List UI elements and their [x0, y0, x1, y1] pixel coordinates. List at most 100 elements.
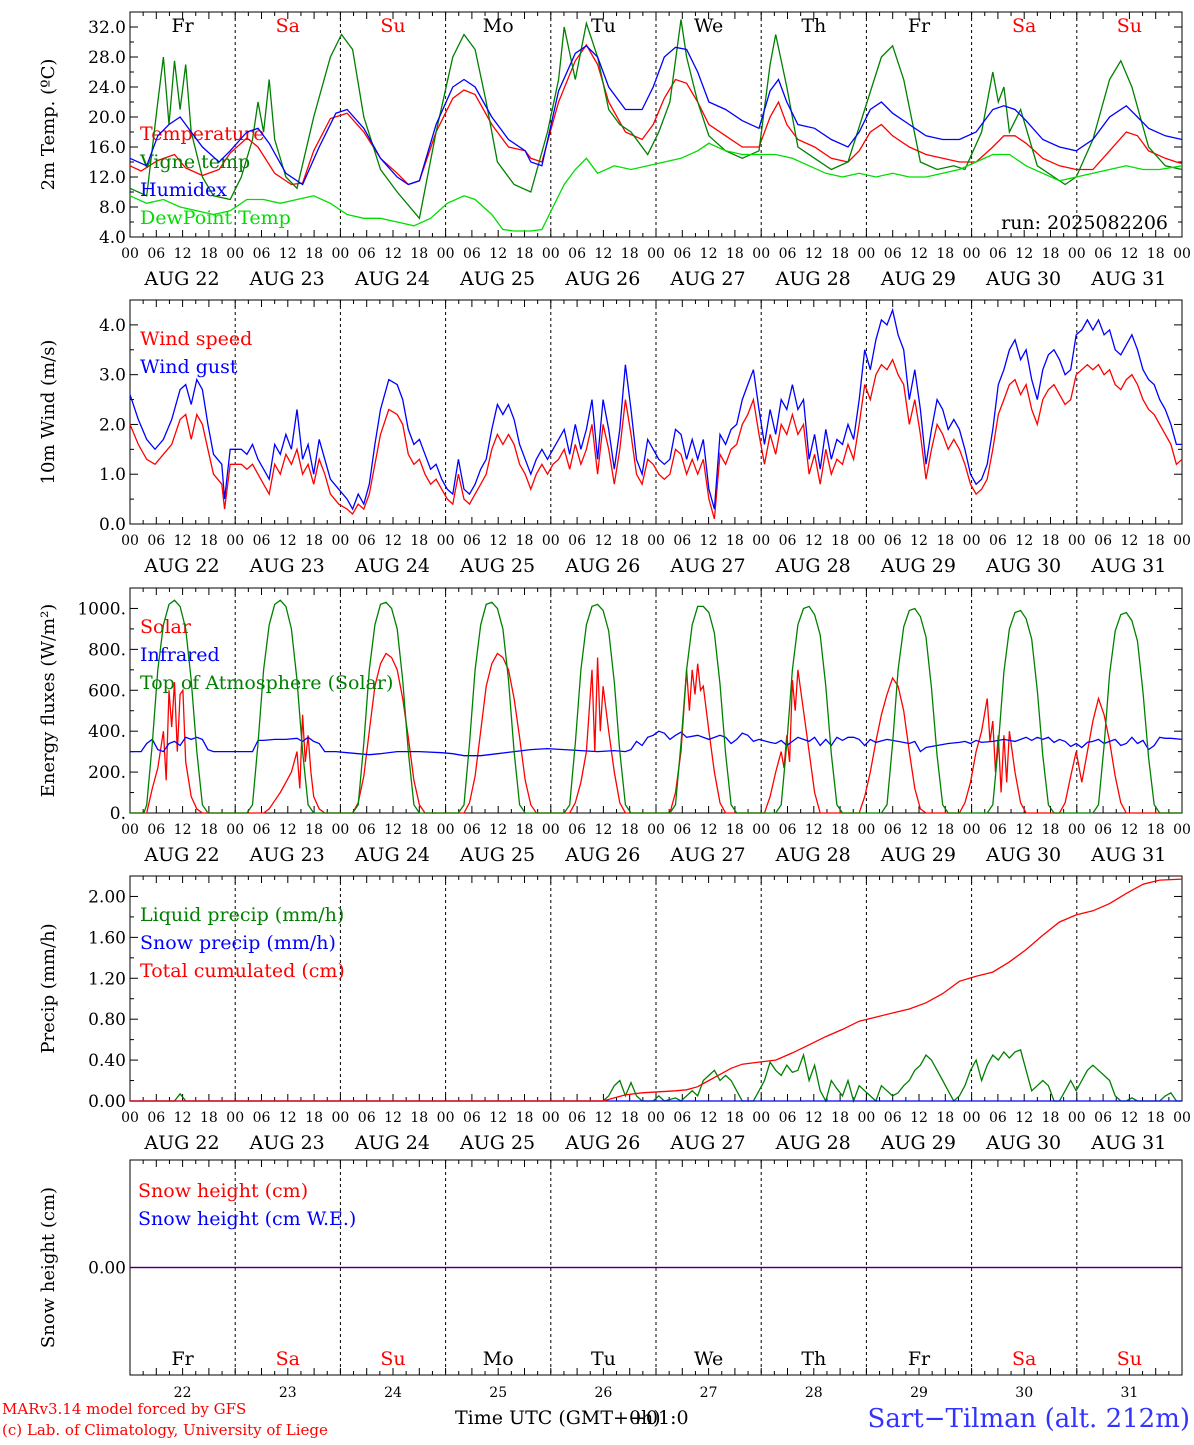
precip-hour-label: 00: [542, 1110, 560, 1126]
energy-hour-label: 12: [384, 822, 402, 838]
precip-date-label: AUG 24: [354, 1132, 430, 1154]
temp-y-tick-label: 24.0: [88, 78, 126, 98]
energy-hour-label: 18: [1042, 822, 1060, 838]
energy-hour-label: 06: [147, 822, 165, 838]
energy-y-tick-label: 0.: [110, 804, 126, 824]
wind-date-label: AUG 28: [775, 555, 851, 577]
precip-hour-label: 06: [358, 1110, 376, 1126]
precip-hour-label: 06: [884, 1110, 902, 1126]
precip-hour-label: 00: [226, 1110, 244, 1126]
energy-y-tick-label: 1000.: [77, 599, 126, 619]
temp-date-label: AUG 25: [459, 268, 535, 290]
energy-hour-label: 12: [1015, 822, 1033, 838]
energy-hour-label: 12: [910, 822, 928, 838]
wind-hour-label: 12: [384, 533, 402, 549]
weekday-label-bottom: Su: [1117, 1348, 1142, 1370]
day-number-label: 24: [384, 1385, 402, 1401]
energy-hour-label: 18: [936, 822, 954, 838]
wind-hour-label: 06: [253, 533, 271, 549]
temp-date-label: AUG 30: [985, 268, 1061, 290]
precip-date-label: AUG 26: [564, 1132, 640, 1154]
day-number-label: 25: [489, 1385, 507, 1401]
energy-date-label: AUG 25: [459, 844, 535, 866]
energy-hour-label: 18: [621, 822, 639, 838]
weekday-label-top: Fr: [171, 15, 194, 37]
wind-y-tick-label: 2.0: [99, 415, 126, 435]
temp-hour-label: 12: [1015, 246, 1033, 262]
energy-date-label: AUG 29: [880, 844, 956, 866]
weekday-label-bottom: Mo: [483, 1348, 514, 1370]
wind-hour-label: 18: [516, 533, 534, 549]
temp-y-tick-label: 4.0: [99, 228, 126, 248]
temp-hour-label: 00: [1068, 246, 1086, 262]
wind-date-label: AUG 23: [249, 555, 325, 577]
temp-hour-label: 06: [568, 246, 586, 262]
weekday-label-bottom: Sa: [276, 1348, 300, 1370]
energy-hour-label: 18: [1147, 822, 1165, 838]
footer-model: MARv3.14 model forced by GFS: [2, 1400, 246, 1418]
precip-date-label: AUG 23: [249, 1132, 325, 1154]
wind-legend-entry: Wind speed: [140, 328, 252, 350]
weekday-label-top: Th: [801, 15, 826, 37]
wind-hour-label: 18: [621, 533, 639, 549]
precip-hour-label: 06: [673, 1110, 691, 1126]
weekday-label-top: Su: [380, 15, 405, 37]
snow-legend-entry: Snow height (cm W.E.): [138, 1208, 356, 1230]
wind-hour-label: 12: [700, 533, 718, 549]
precip-hour-label: 00: [331, 1110, 349, 1126]
temp-y-tick-label: 28.0: [88, 48, 126, 68]
x-axis-label: Time UTC (GMT+0h): [455, 1407, 661, 1429]
energy-hour-label: 12: [489, 822, 507, 838]
temp-y-tick-label: 16.0: [88, 138, 126, 158]
energy-hour-label: 06: [358, 822, 376, 838]
temp-hour-label: 12: [1120, 246, 1138, 262]
precip-hour-label: 18: [200, 1110, 218, 1126]
energy-hour-label: 00: [752, 822, 770, 838]
energy-hour-label: 18: [516, 822, 534, 838]
temp-legend-entry: DewPoint Temp: [140, 207, 291, 229]
precip-legend-entry: Snow precip (mm/h): [140, 932, 336, 954]
wind-hour-label: 00: [857, 533, 875, 549]
temp-legend-entry: Humidex: [140, 179, 227, 201]
temp-date-label: AUG 29: [880, 268, 956, 290]
wind-hour-label: 06: [358, 533, 376, 549]
temp-date-label: AUG 24: [354, 268, 430, 290]
temp-y-tick-label: 32.0: [88, 18, 126, 38]
wind-hour-label: 18: [831, 533, 849, 549]
wind-hour-label: 18: [1147, 533, 1165, 549]
precip-hour-label: 12: [910, 1110, 928, 1126]
wind-hour-label: 00: [752, 533, 770, 549]
wind-hour-label: 12: [174, 533, 192, 549]
energy-date-label: AUG 28: [775, 844, 851, 866]
day-number-label: 27: [700, 1385, 718, 1401]
precip-series-liquid-precip-mm-h-: [130, 1049, 1182, 1104]
day-number-label: 29: [910, 1385, 928, 1401]
energy-y-tick-label: 600.: [88, 681, 126, 701]
temp-date-label: AUG 27: [669, 268, 745, 290]
wind-hour-label: 00: [226, 533, 244, 549]
energy-date-label: AUG 23: [249, 844, 325, 866]
precip-hour-label: 18: [305, 1110, 323, 1126]
energy-series-infrared: [130, 730, 1183, 757]
temp-hour-label: 00: [647, 246, 665, 262]
energy-hour-label: 00: [331, 822, 349, 838]
energy-hour-label: 00: [226, 822, 244, 838]
wind-hour-label: 00: [542, 533, 560, 549]
wind-hour-label: 12: [1015, 533, 1033, 549]
wind-hour-label: 06: [568, 533, 586, 549]
precip-hour-label: 18: [726, 1110, 744, 1126]
energy-hour-label: 12: [279, 822, 297, 838]
precip-y-tick-label: 2.00: [88, 887, 126, 907]
footer-copyright: (c) Lab. of Climatology, University of L…: [2, 1421, 328, 1439]
temp-hour-label: 06: [253, 246, 271, 262]
wind-date-label: AUG 26: [564, 555, 640, 577]
temp-date-label: AUG 22: [143, 268, 219, 290]
precip-hour-label: 18: [831, 1110, 849, 1126]
temp-hour-label: 18: [936, 246, 954, 262]
temp-date-label: AUG 28: [775, 268, 851, 290]
wind-hour-label: 00: [647, 533, 665, 549]
snow-legend-entry: Snow height (cm): [138, 1180, 308, 1202]
day-number-label: 30: [1015, 1385, 1033, 1401]
energy-y-tick-label: 400.: [88, 722, 126, 742]
wind-y-tick-label: 3.0: [99, 366, 126, 386]
